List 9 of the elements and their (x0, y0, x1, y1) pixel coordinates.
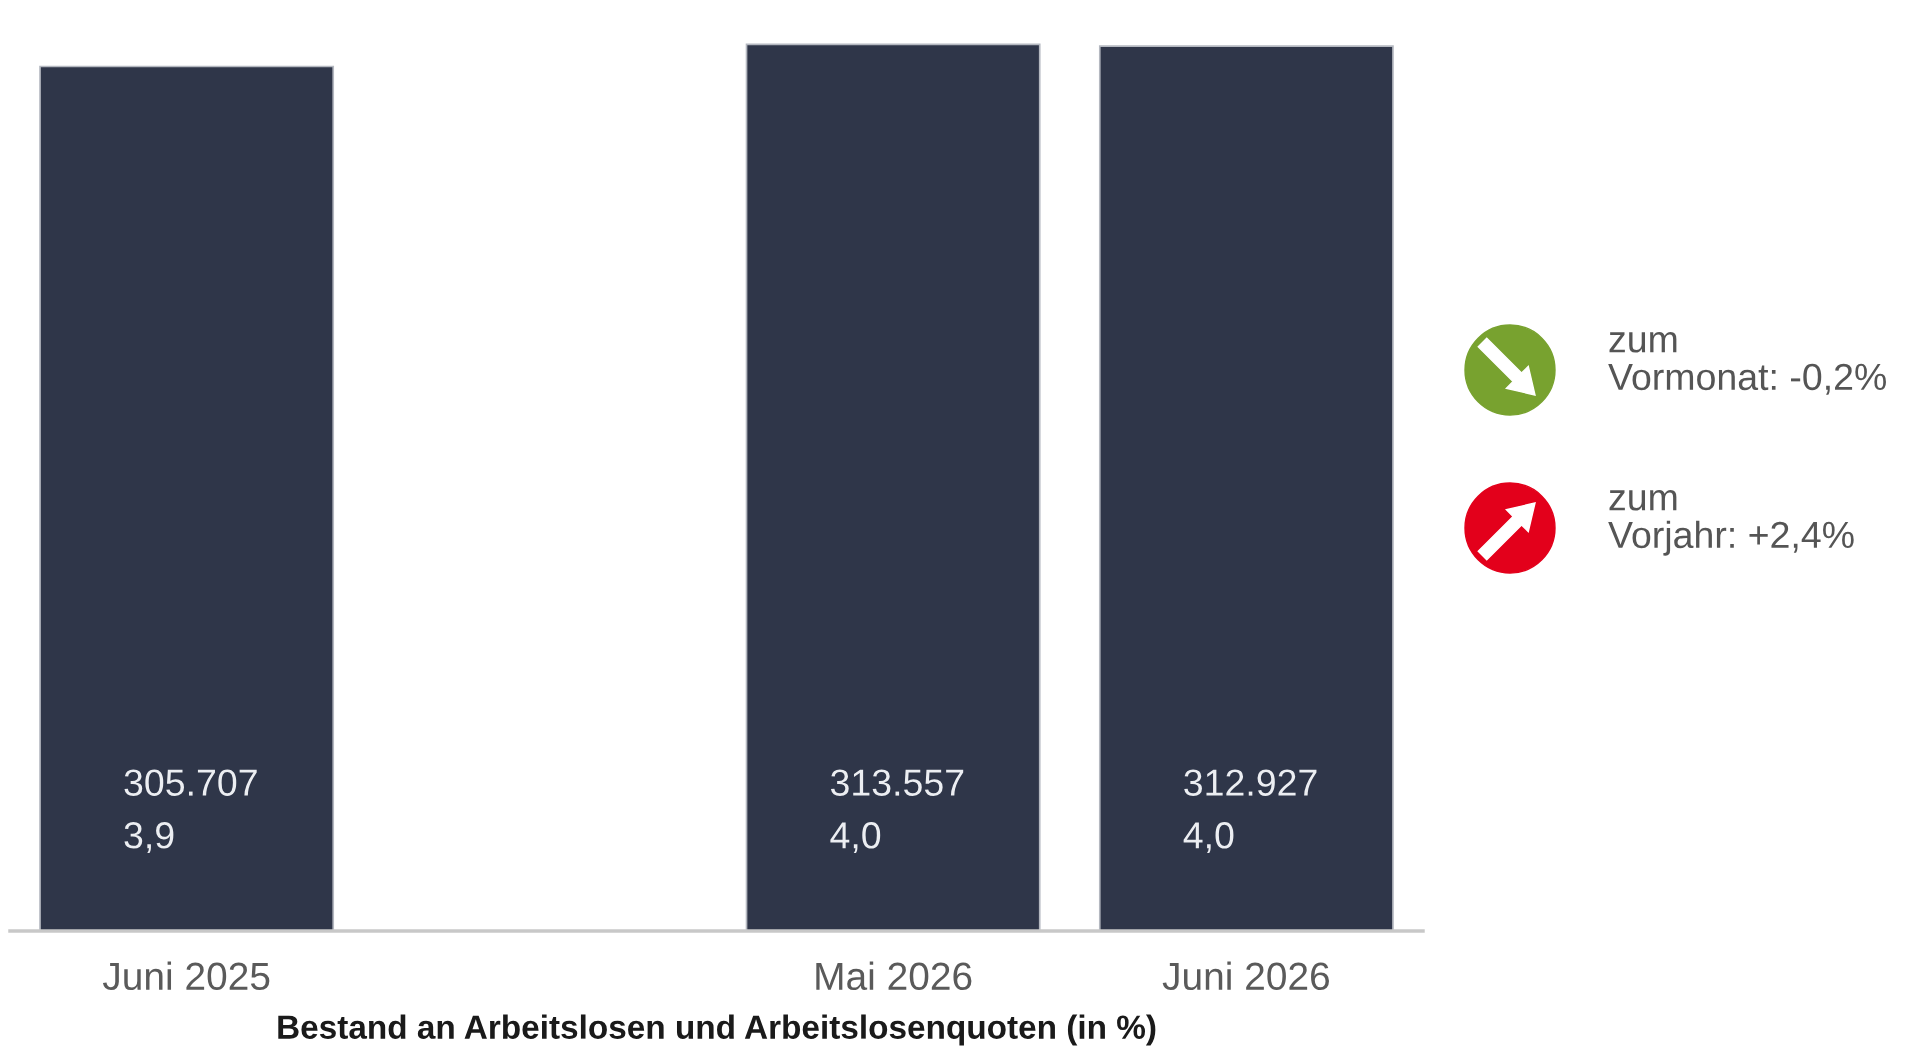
text: zum Vorjahr: +2,4% (1608, 490, 1854, 556)
data-label: 313.557 4,0 (830, 769, 964, 854)
data-label: 305.707 3,9 (124, 769, 257, 854)
x-tick-label: Juni 2025 (102, 961, 270, 991)
data-label: 312.927 4,0 (1183, 769, 1317, 854)
text: zum Vormonat: -0,2% (1608, 332, 1886, 395)
x-axis-title: Bestand an Arbeitslosen und Arbeitslosenquoten (in %) (278, 1014, 1156, 1046)
x-tick-label: Mai 2026 (816, 961, 972, 991)
x-tick-label: Juni 2026 (1162, 961, 1329, 991)
